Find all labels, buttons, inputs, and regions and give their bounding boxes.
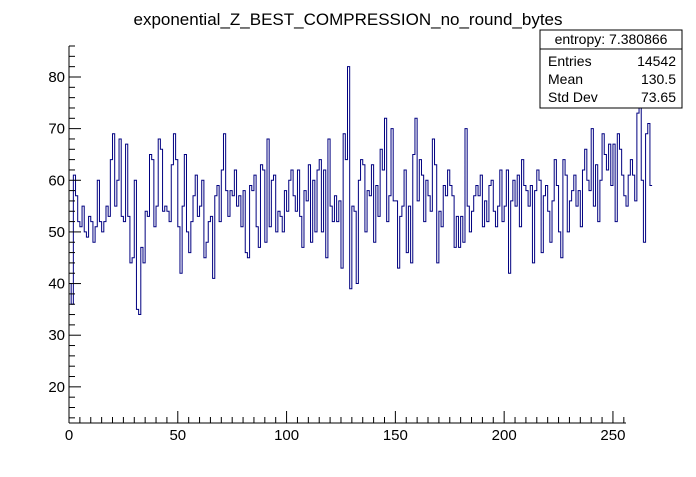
x-tick-label: 0: [65, 427, 73, 444]
y-tick-label: 80: [48, 69, 65, 86]
axes: 0 50 100 150 200 250 20 30 40 50 60 70 80: [48, 45, 626, 444]
stats-label-entries: Entries: [548, 53, 592, 69]
stats-value-stddev: 73.65: [641, 89, 676, 105]
y-tick-label: 20: [48, 379, 65, 396]
x-tick-label: 100: [274, 427, 299, 444]
y-tick-label: 70: [48, 121, 65, 138]
x-tick-label: 200: [492, 427, 517, 444]
stats-value-mean: 130.5: [641, 71, 676, 87]
y-tick-label: 40: [48, 276, 65, 293]
stats-box-frame: [539, 29, 683, 109]
x-tick-label: 150: [383, 427, 408, 444]
stats-label-stddev: Std Dev: [548, 89, 598, 105]
y-tick-label: 60: [48, 172, 65, 189]
y-tick-label: 50: [48, 224, 65, 241]
y-tick-label: 30: [48, 327, 65, 344]
chart-title: exponential_Z_BEST_COMPRESSION_no_round_…: [133, 10, 562, 29]
stats-box: entropy: 7.380866 Entries 14542 Mean 130…: [539, 29, 683, 109]
stats-value-entries: 14542: [637, 53, 676, 69]
x-tick-label: 250: [600, 427, 625, 444]
histogram-series: [69, 66, 653, 316]
x-tick-label: 50: [169, 427, 186, 444]
stats-box-title: entropy: 7.380866: [555, 31, 668, 47]
stats-label-mean: Mean: [548, 71, 583, 87]
histogram-line: [69, 66, 653, 316]
